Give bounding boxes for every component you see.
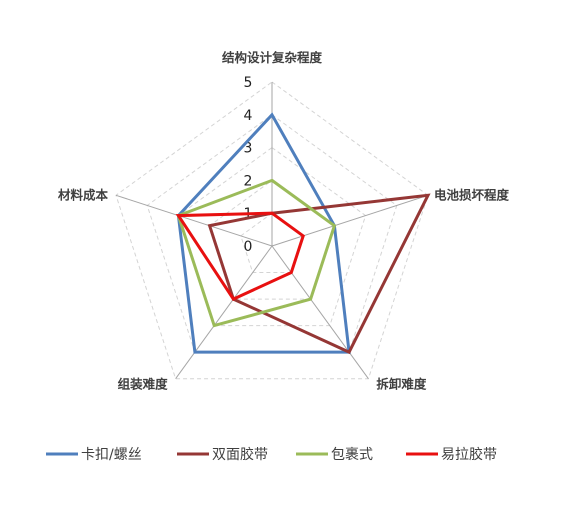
- grid-ring-3: [177, 146, 367, 327]
- legend-label-1: 卡扣/螺丝: [81, 447, 142, 463]
- spoke-4: [175, 245, 273, 379]
- axis-label-3: 拆卸难度: [376, 377, 427, 392]
- legend: 卡扣/螺丝 双面胶带 包裹式 易拉胶带: [46, 446, 497, 463]
- axis-label-5: 材料成本: [57, 187, 109, 202]
- legend-item-4: 易拉胶带: [406, 446, 497, 463]
- spoke-3: [271, 245, 369, 379]
- tick-label-2: 2: [244, 173, 253, 189]
- series-4: [175, 211, 305, 302]
- series-line-2: [207, 193, 431, 355]
- legend-item-3: 包裹式: [296, 447, 373, 463]
- tick-label-3: 3: [244, 141, 253, 157]
- tick-label-5: 5: [244, 75, 253, 91]
- legend-item-2: 双面胶带: [177, 446, 268, 463]
- legend-label-2: 双面胶带: [212, 446, 268, 463]
- axis-label-1: 结构设计复杂程度: [222, 50, 323, 65]
- tick-label-0: 0: [244, 239, 253, 255]
- data-series: [175, 112, 431, 355]
- legend-label-3: 包裹式: [331, 447, 373, 463]
- tick-label-4: 4: [244, 108, 253, 124]
- spoke-5: [115, 194, 273, 247]
- axis-label-4: 组装难度: [118, 377, 169, 392]
- radar-spokes: [115, 82, 429, 379]
- series-line-4: [175, 211, 305, 302]
- legend-item-1: 卡扣/螺丝: [46, 447, 142, 463]
- series-line-3: [176, 178, 337, 328]
- spoke-2: [271, 194, 429, 247]
- legend-label-4: 易拉胶带: [441, 446, 497, 463]
- axis-label-2: 电池损坏程度: [434, 187, 510, 202]
